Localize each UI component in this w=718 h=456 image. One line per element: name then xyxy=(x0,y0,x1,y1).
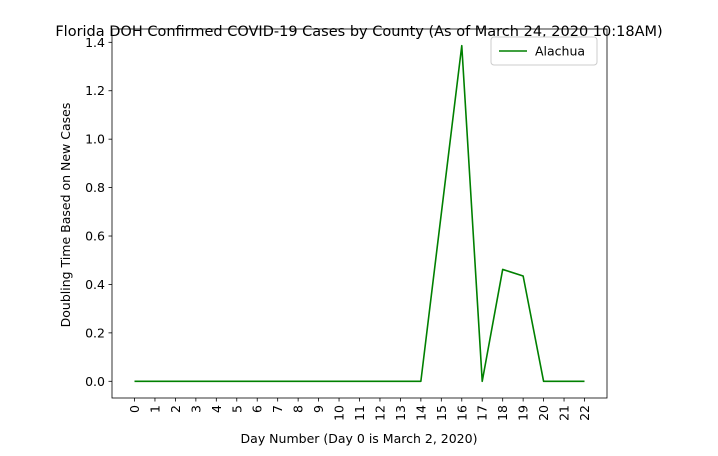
x-tick-label: 21 xyxy=(557,405,572,421)
x-tick-label: 20 xyxy=(536,405,551,421)
x-tick-label: 17 xyxy=(475,405,490,421)
x-tick-label: 4 xyxy=(209,405,224,413)
y-tick-label: 0.6 xyxy=(85,229,105,244)
series-line-alachua xyxy=(134,44,585,383)
y-tick-label: 1.2 xyxy=(85,83,105,98)
legend-label: Alachua xyxy=(535,44,585,59)
y-tick-label: 0.4 xyxy=(85,277,105,292)
x-tick-label: 18 xyxy=(495,405,510,421)
x-axis-label: Day Number (Day 0 is March 2, 2020) xyxy=(241,431,478,446)
x-tick-label: 19 xyxy=(516,405,531,421)
x-tick-label: 15 xyxy=(434,405,449,421)
y-tick-label: 1.0 xyxy=(85,132,105,147)
x-tick-label: 14 xyxy=(413,405,428,421)
x-tick-label: 5 xyxy=(229,405,244,413)
plot-area xyxy=(111,28,608,399)
x-tick-label: 8 xyxy=(291,405,306,413)
y-tick-label: 1.4 xyxy=(85,35,105,50)
x-tick-label: 1 xyxy=(147,405,162,413)
legend-box xyxy=(490,36,598,66)
x-tick-label: 7 xyxy=(270,405,285,413)
x-tick-label: 16 xyxy=(454,405,469,421)
x-tick-label: 10 xyxy=(332,405,347,421)
y-tick-label: 0.0 xyxy=(85,374,105,389)
x-tick-label: 22 xyxy=(577,405,592,421)
chart-title: Florida DOH Confirmed COVID-19 Cases by … xyxy=(55,24,662,40)
x-tick-label: 12 xyxy=(372,405,387,421)
x-axis: 0 1 2 3 4 5 6 7 8 9 10 11 12 13 14 15 16 17 18 19 20 21 22 xyxy=(127,398,592,421)
legend: Alachua xyxy=(490,36,598,66)
y-tick-label: 0.8 xyxy=(85,180,105,195)
x-tick-label: 3 xyxy=(188,405,203,413)
x-tick-label: 2 xyxy=(168,405,183,413)
y-axis: 0.0 0.2 0.4 0.6 0.8 1.0 1.2 1.4 xyxy=(85,35,112,389)
y-tick-label: 0.2 xyxy=(85,325,105,340)
x-tick-label: 13 xyxy=(393,405,408,421)
x-tick-label: 0 xyxy=(127,405,142,413)
x-tick-label: 6 xyxy=(250,405,265,413)
plot-frame xyxy=(111,28,608,399)
x-tick-label: 11 xyxy=(352,405,367,421)
y-axis-label: Doubling Time Based on New Cases xyxy=(58,103,73,328)
series-layer xyxy=(134,44,585,383)
x-tick-label: 9 xyxy=(311,405,326,413)
